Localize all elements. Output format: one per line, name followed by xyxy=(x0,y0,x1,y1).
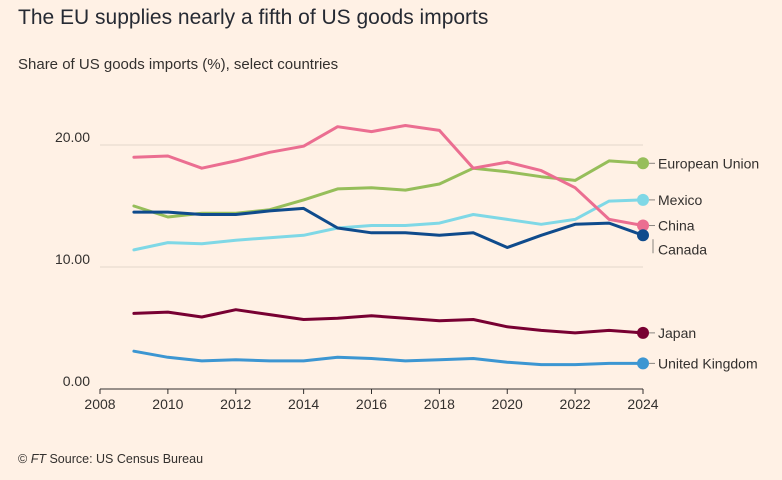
chart-title: The EU supplies nearly a fifth of US goo… xyxy=(18,6,489,29)
series-line-european-union xyxy=(132,159,645,219)
source-note: © FT Source: US Census Bureau xyxy=(18,452,203,466)
x-tick-label: 2016 xyxy=(356,396,387,412)
y-tick-label: 0.00 xyxy=(63,373,90,389)
x-tick-label: 2008 xyxy=(84,396,115,412)
y-tick-label: 10.00 xyxy=(55,251,90,267)
series-label-european-union: European Union xyxy=(658,155,759,171)
end-marker-canada xyxy=(637,229,649,242)
series-lines xyxy=(132,124,645,367)
series-line-canada xyxy=(132,206,645,249)
series-line-china xyxy=(132,124,645,227)
series-line-mexico xyxy=(132,198,645,252)
chart-subtitle: Share of US goods imports (%), select co… xyxy=(18,56,339,73)
copyright-symbol: © xyxy=(18,452,28,466)
y-tick-labels: 0.00 10.00 20.00 xyxy=(55,129,90,389)
ft-mark: FT xyxy=(30,452,46,466)
x-tick-label: 2012 xyxy=(220,396,251,412)
source-text: Source: US Census Bureau xyxy=(49,452,204,466)
series-label-canada: Canada xyxy=(658,241,707,257)
series-line-united-kingdom xyxy=(132,349,645,367)
series-label-japan: Japan xyxy=(658,325,696,341)
y-tick-label: 20.00 xyxy=(55,129,90,145)
x-tick-label: 2024 xyxy=(627,396,658,412)
x-tick-label: 2022 xyxy=(560,396,591,412)
x-tick-label: 2018 xyxy=(424,396,455,412)
gridlines xyxy=(100,144,643,268)
series-labels: European Union Mexico China Canada Japan Unit… xyxy=(637,155,759,371)
series-label-china: China xyxy=(658,218,695,234)
series-line-japan xyxy=(132,308,645,335)
series-label-mexico: Mexico xyxy=(658,192,703,208)
end-marker-united-kingdom xyxy=(637,357,649,370)
end-marker-european-union xyxy=(637,157,649,170)
end-marker-mexico xyxy=(637,193,649,206)
x-tick-label: 2020 xyxy=(492,396,523,412)
end-marker-china xyxy=(637,219,649,232)
series-label-united-kingdom: United Kingdom xyxy=(658,355,758,371)
end-marker-japan xyxy=(637,326,649,339)
x-tick-label: 2010 xyxy=(152,396,183,412)
x-tick-label: 2014 xyxy=(288,396,319,412)
x-axis: 2008 2010 2012 2014 2016 2018 2020 2022 2024 xyxy=(84,388,659,412)
